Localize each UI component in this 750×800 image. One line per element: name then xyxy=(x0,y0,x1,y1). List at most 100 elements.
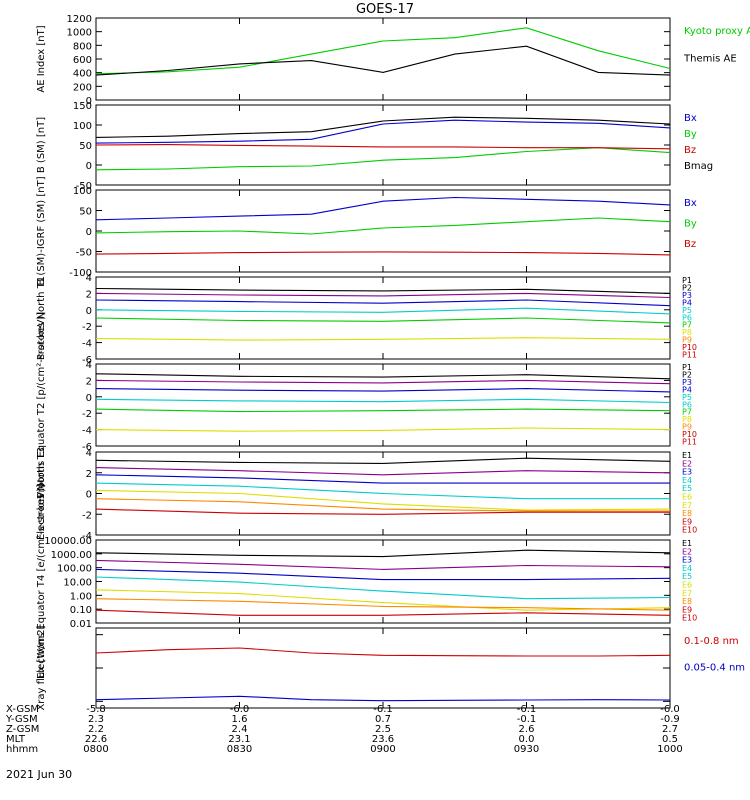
orbit-value: 23.6 xyxy=(372,734,394,745)
series-line-p8 xyxy=(95,337,671,341)
series-line-p2 xyxy=(95,292,671,299)
legend-entry: P8 xyxy=(682,328,692,337)
y-axis-label: Electrons North T3 xyxy=(36,447,47,540)
y-tick-label: -4 xyxy=(82,531,92,542)
legend-entry: 0.1-0.8 nm xyxy=(684,636,739,647)
legend-entry: E5 xyxy=(682,572,692,581)
orbit-value: -5.8 xyxy=(86,704,106,715)
legend-entry: E7 xyxy=(682,501,692,510)
orbit-value: 0830 xyxy=(227,744,252,755)
orbit-value: 2.6 xyxy=(519,724,535,735)
orbit-value: 1000 xyxy=(657,744,682,755)
legend-entry: Bz xyxy=(684,145,696,156)
y-tick-label: 800 xyxy=(73,41,92,52)
legend-entry: P11 xyxy=(682,438,697,447)
y-tick-label: 0 xyxy=(86,227,92,238)
legend-entry: P6 xyxy=(682,400,692,409)
orbit-value: -6.1 xyxy=(517,704,537,715)
series-line-p5 xyxy=(95,398,671,404)
series-line-0-1-0-8-nm xyxy=(95,647,671,657)
panel-8: Xray flux [W/m2] 0.1-0.8 nm 0.05-0.4 nm xyxy=(36,625,745,710)
panel-2: -50 0 50 100 150 B (SM) [nT] Bx By Bz Bmag xyxy=(36,101,713,192)
series-line-by xyxy=(95,147,671,171)
y-tick-label: 1.00 xyxy=(70,591,92,602)
legend-entry: P3 xyxy=(682,291,692,300)
orbit-row-label: X-GSM xyxy=(6,704,39,715)
series-line-e6 xyxy=(95,589,671,611)
orbit-value: 0800 xyxy=(83,744,108,755)
series-line-e4 xyxy=(95,576,671,600)
y-tick-label: 1000 xyxy=(67,28,92,39)
legend-entry: Kyoto proxy AE xyxy=(684,26,750,37)
legend-entry: By xyxy=(684,129,697,140)
series-line-e1 xyxy=(95,457,671,464)
legend-entry: P2 xyxy=(682,283,692,292)
y-tick-label: -50 xyxy=(76,248,92,259)
series-line-e4 xyxy=(95,482,670,500)
legend-entry: E7 xyxy=(682,589,692,598)
series-line-e6 xyxy=(95,489,671,511)
y-axis-label: Xray flux [W/m2] xyxy=(36,625,47,710)
series-line-e8 xyxy=(95,498,670,512)
series-line-e2 xyxy=(95,559,671,570)
y-tick-label: -6 xyxy=(82,442,92,453)
plot-title: GOES-17 xyxy=(356,2,414,17)
y-tick-label: -6 xyxy=(82,355,92,366)
legend-entry: P9 xyxy=(682,423,692,432)
orbit-value: 0.0 xyxy=(519,734,535,745)
y-tick-label: 50 xyxy=(79,207,92,218)
y-tick-label: 50 xyxy=(79,141,92,152)
panel-7: 0.01 0.10 1.00 10.00 100.00 1000.00 10000.00El… xyxy=(36,484,697,679)
y-tick-label: 200 xyxy=(73,82,92,93)
y-tick-label: 400 xyxy=(73,69,92,80)
orbit-value: 1.6 xyxy=(232,714,248,725)
y-tick-label: 10000.00 xyxy=(44,536,92,547)
y-tick-label: 600 xyxy=(73,55,92,66)
y-tick-label: 2 xyxy=(86,376,92,387)
legend-entry: E9 xyxy=(682,517,692,526)
y-tick-label: 0.10 xyxy=(70,605,92,616)
orbit-value: 23.1 xyxy=(228,734,250,745)
y-tick-label: 0.01 xyxy=(70,619,92,630)
series-line-bz xyxy=(95,251,671,256)
legend-entry: E10 xyxy=(682,526,697,535)
series-line-0-05-0-4-nm xyxy=(95,695,671,702)
y-tick-label: 0 xyxy=(86,306,92,317)
legend-entry: E5 xyxy=(682,484,692,493)
orbit-value: 2.3 xyxy=(88,714,104,725)
series-line-bx xyxy=(95,196,671,221)
y-tick-label: 100.00 xyxy=(57,564,92,575)
y-axis-label: AE Index [nT] xyxy=(36,25,47,92)
orbit-value: 0.7 xyxy=(375,714,391,725)
legend-entry: P6 xyxy=(682,313,692,322)
orbit-row-label: Z-GSM xyxy=(6,724,39,735)
legend-entry: E1 xyxy=(682,451,692,460)
series-line-p2 xyxy=(95,379,671,385)
y-tick-label: 2 xyxy=(86,469,92,480)
y-tick-label: -2 xyxy=(82,322,92,333)
y-axis-label: Protons North T1 xyxy=(36,276,47,360)
y-tick-label: -4 xyxy=(82,339,92,350)
orbit-value: 0930 xyxy=(514,744,539,755)
legend-entry: P3 xyxy=(682,378,692,387)
series-line-e8 xyxy=(95,598,671,611)
legend-entry: P9 xyxy=(682,336,692,345)
panel-5: -6 -4 -2 0 2 4 Protons Equator T2 [p/(cm²-s-sr… xyxy=(36,312,697,499)
y-tick-label: 0 xyxy=(86,490,92,501)
y-axis-label: B (SM)-IGRF (SM) [nT] xyxy=(36,176,47,285)
date-label: 2021 Jun 30 xyxy=(6,768,72,781)
legend-entry: E9 xyxy=(682,605,692,614)
series-line-themis-ae xyxy=(95,45,671,76)
y-tick-label: 4 xyxy=(86,360,92,371)
legend-entry: P2 xyxy=(682,370,692,379)
series-line-p3 xyxy=(95,299,671,307)
y-tick-label: 4 xyxy=(86,273,92,284)
legend-entry: Bx xyxy=(684,113,697,124)
series-line-e3 xyxy=(95,568,671,581)
y-tick-label: 150 xyxy=(73,101,92,112)
y-tick-label: -2 xyxy=(82,510,92,521)
panel-frame xyxy=(95,17,671,101)
legend-entry: E6 xyxy=(682,581,692,590)
